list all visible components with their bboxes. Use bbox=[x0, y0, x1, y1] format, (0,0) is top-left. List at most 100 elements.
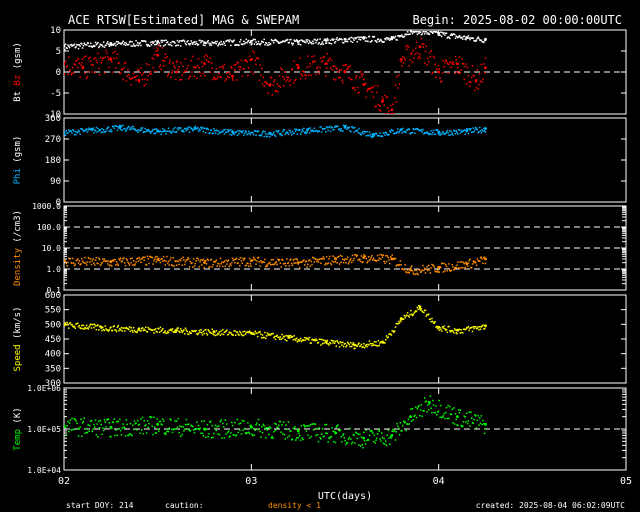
data-point bbox=[461, 130, 464, 133]
data-point bbox=[352, 259, 355, 262]
data-point bbox=[414, 269, 416, 272]
data-point bbox=[149, 70, 152, 73]
data-point bbox=[324, 38, 326, 40]
data-point bbox=[303, 71, 305, 73]
data-point bbox=[203, 127, 205, 130]
data-point bbox=[315, 41, 317, 44]
data-point bbox=[468, 81, 470, 83]
data-point bbox=[352, 127, 355, 129]
data-point bbox=[224, 265, 226, 267]
data-point bbox=[243, 334, 245, 337]
data-point bbox=[349, 130, 351, 132]
data-point bbox=[319, 437, 321, 439]
data-point bbox=[87, 328, 90, 330]
data-point bbox=[138, 42, 141, 45]
data-point bbox=[71, 417, 73, 420]
data-point bbox=[255, 263, 257, 265]
data-point bbox=[187, 333, 189, 335]
data-point bbox=[382, 254, 385, 257]
data-point bbox=[452, 134, 454, 136]
data-point bbox=[365, 344, 368, 346]
data-point bbox=[482, 419, 484, 422]
data-point bbox=[258, 424, 261, 426]
data-point bbox=[369, 258, 372, 261]
data-point bbox=[199, 427, 201, 430]
data-point bbox=[237, 61, 239, 64]
data-point bbox=[219, 76, 222, 78]
data-point bbox=[376, 437, 378, 439]
data-point bbox=[294, 128, 296, 130]
data-point bbox=[182, 39, 184, 42]
data-point bbox=[379, 105, 381, 107]
data-point bbox=[81, 324, 83, 327]
data-point bbox=[75, 420, 77, 422]
y-tick-label: -5 bbox=[50, 89, 61, 99]
data-point bbox=[179, 61, 182, 64]
data-point bbox=[131, 329, 133, 332]
data-point bbox=[331, 38, 333, 40]
data-point bbox=[239, 130, 242, 133]
data-point bbox=[393, 36, 395, 39]
data-point bbox=[279, 41, 282, 44]
data-point bbox=[371, 132, 375, 136]
data-point bbox=[256, 260, 258, 262]
data-point bbox=[387, 256, 389, 259]
data-point bbox=[81, 61, 83, 64]
y-tick-label: 90 bbox=[50, 177, 61, 187]
data-point bbox=[272, 332, 274, 335]
data-point bbox=[70, 429, 72, 431]
data-point bbox=[287, 42, 290, 44]
data-point bbox=[206, 55, 209, 57]
data-point bbox=[354, 253, 356, 256]
data-point bbox=[375, 105, 377, 108]
data-point bbox=[73, 264, 76, 267]
data-point bbox=[325, 423, 328, 426]
data-point bbox=[156, 255, 158, 258]
data-point bbox=[469, 327, 471, 330]
data-point bbox=[307, 259, 310, 262]
data-point bbox=[448, 36, 450, 39]
data-point bbox=[322, 56, 325, 59]
data-point bbox=[361, 261, 363, 264]
data-point bbox=[277, 131, 279, 133]
data-point bbox=[173, 265, 175, 267]
data-point bbox=[393, 37, 396, 39]
data-point bbox=[417, 273, 419, 276]
data-point bbox=[291, 264, 294, 267]
data-point bbox=[276, 130, 278, 133]
data-point bbox=[410, 408, 412, 410]
data-point bbox=[173, 41, 175, 43]
data-point bbox=[85, 77, 88, 80]
data-point bbox=[120, 68, 123, 70]
data-point bbox=[398, 263, 401, 266]
data-point bbox=[427, 132, 429, 135]
data-point bbox=[402, 318, 404, 321]
data-point bbox=[255, 424, 257, 426]
data-point bbox=[372, 440, 375, 443]
data-point bbox=[328, 58, 330, 61]
data-point bbox=[461, 425, 463, 428]
data-point bbox=[295, 39, 298, 41]
data-point bbox=[320, 126, 322, 128]
data-point bbox=[448, 417, 450, 420]
data-point bbox=[440, 416, 443, 419]
data-point bbox=[180, 78, 183, 81]
data-point bbox=[328, 344, 330, 346]
data-point bbox=[146, 255, 149, 258]
data-point bbox=[222, 67, 225, 70]
data-point bbox=[231, 41, 234, 43]
data-point bbox=[444, 32, 447, 35]
data-point bbox=[178, 263, 180, 266]
data-point bbox=[472, 37, 475, 40]
data-point bbox=[263, 38, 265, 41]
data-point bbox=[346, 40, 349, 43]
data-point bbox=[180, 40, 183, 42]
data-point bbox=[162, 332, 165, 334]
data-point bbox=[337, 342, 340, 345]
data-point bbox=[393, 97, 396, 99]
data-point bbox=[203, 62, 206, 65]
data-point bbox=[309, 127, 312, 129]
data-point bbox=[356, 254, 359, 257]
data-point bbox=[479, 130, 482, 132]
data-point bbox=[227, 333, 230, 336]
